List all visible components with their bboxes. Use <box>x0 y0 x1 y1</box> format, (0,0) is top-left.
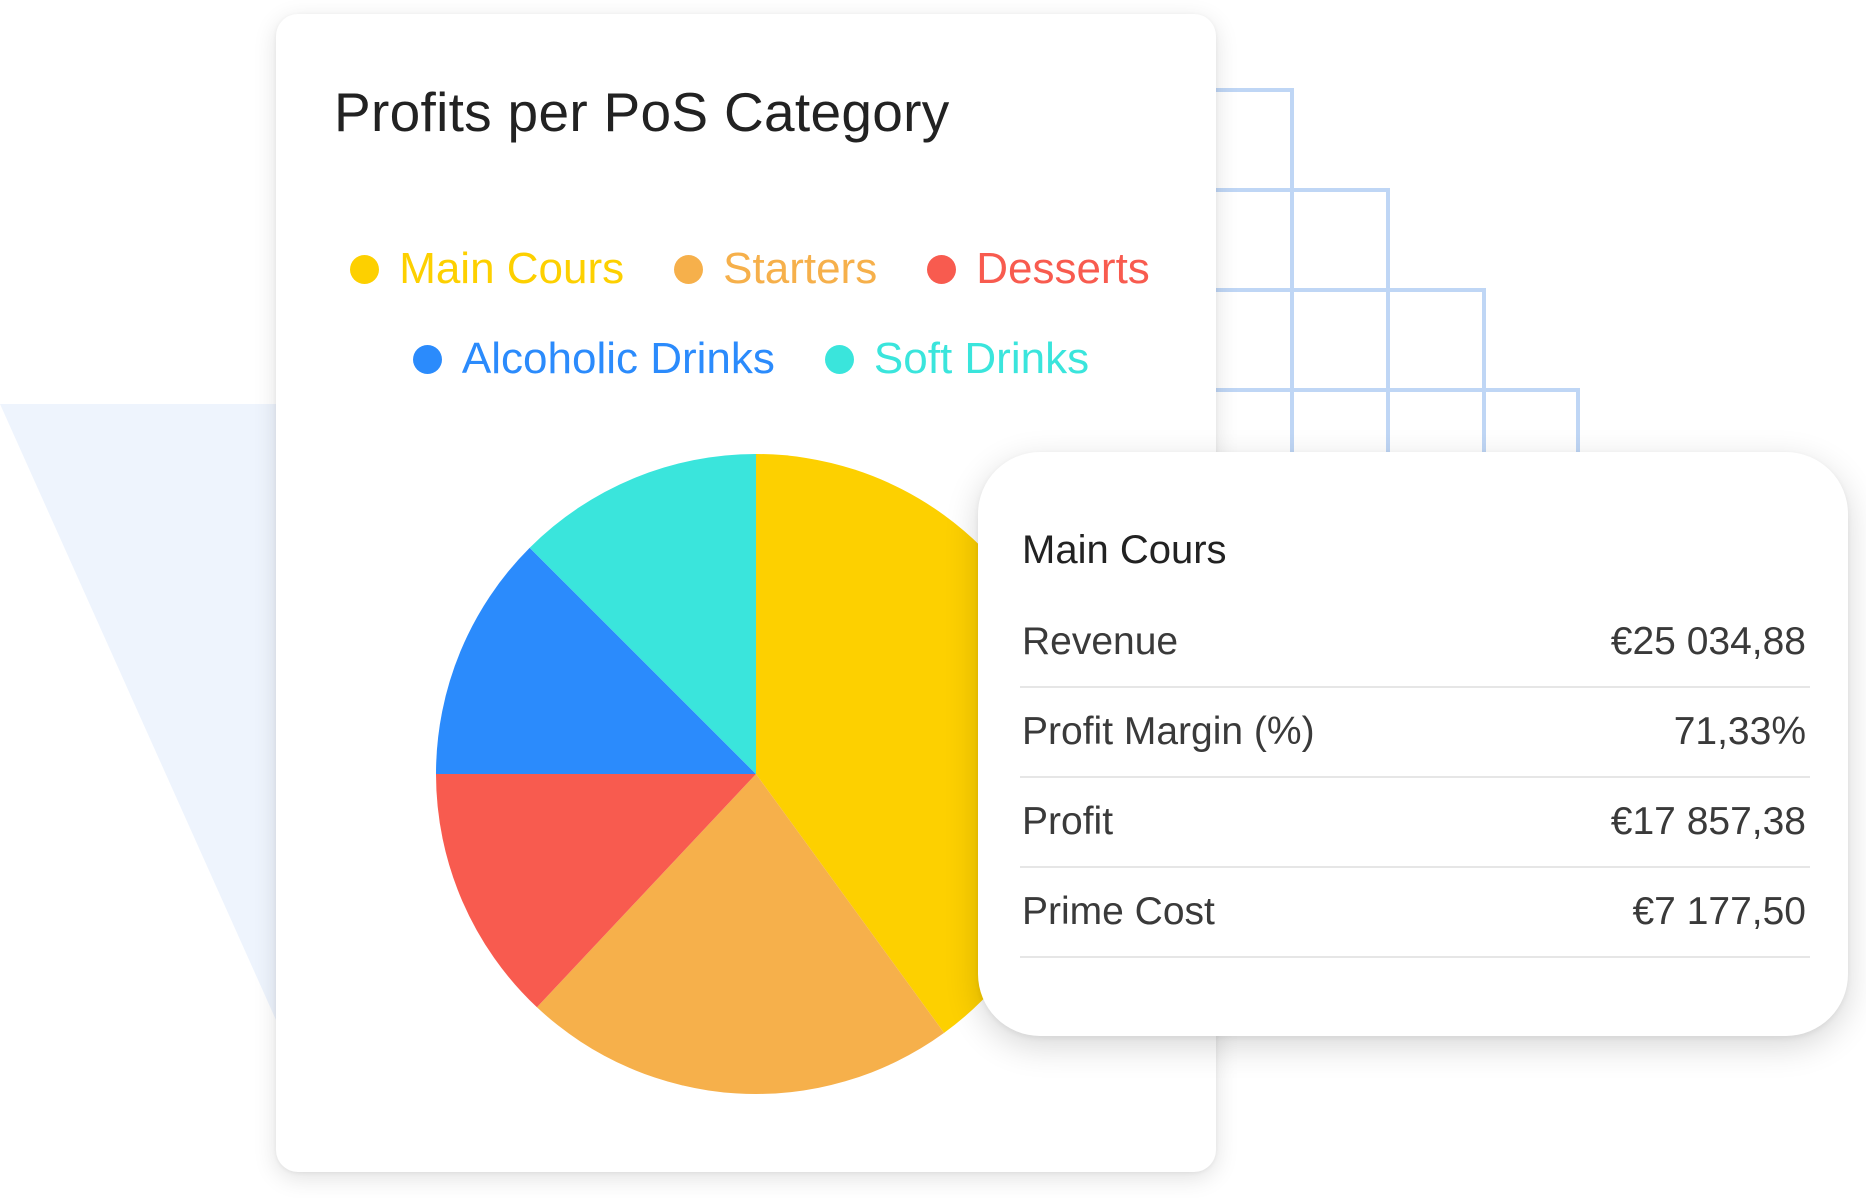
legend-label: Starters <box>723 244 878 293</box>
legend-row: Main Cours Starters Desserts <box>276 224 1216 314</box>
tooltip-value: €7 177,50 <box>1632 890 1806 933</box>
legend-label: Soft Drinks <box>873 334 1090 383</box>
legend-swatch <box>927 254 957 284</box>
tooltip-label: Profit <box>1022 800 1114 843</box>
tooltip-title: Main Cours <box>1022 528 1227 572</box>
tooltip-card: Main Cours Revenue €25 034,88 Profit Mar… <box>978 452 1848 1036</box>
legend-swatch <box>412 344 442 374</box>
tooltip-value: €25 034,88 <box>1610 620 1806 663</box>
legend-item: Main Cours <box>350 244 624 294</box>
tooltip-row-revenue: Revenue €25 034,88 <box>1020 598 1810 688</box>
legend-swatch <box>350 254 380 284</box>
legend-label: Alcoholic Drinks <box>461 334 775 383</box>
tooltip-label: Prime Cost <box>1022 890 1215 933</box>
legend-swatch <box>824 344 854 374</box>
legend-label: Main Cours <box>399 244 625 293</box>
pie-slice-desserts[interactable] <box>436 774 756 1008</box>
legend-item: Starters <box>674 244 877 294</box>
tooltip-label: Profit Margin (%) <box>1022 710 1315 753</box>
chart-title: Profits per PoS Category <box>334 81 950 143</box>
pie-slice-alcoholic-drinks[interactable] <box>436 547 756 774</box>
pie-slice-starters[interactable] <box>536 774 945 1095</box>
legend-label: Desserts <box>976 244 1150 293</box>
chart-legend: Main Cours Starters Desserts Alcoholic Dri… <box>276 224 1216 404</box>
legend-row: Alcoholic Drinks Soft Drinks <box>276 314 1216 404</box>
tooltip-row-prime-cost: Prime Cost €7 177,50 <box>1020 868 1810 958</box>
legend-swatch <box>674 254 704 284</box>
legend-item: Desserts <box>927 244 1150 294</box>
tooltip-rows: Revenue €25 034,88 Profit Margin (%) 71,… <box>1020 598 1810 958</box>
legend-item: Soft Drinks <box>824 334 1090 384</box>
tooltip-label: Revenue <box>1022 620 1179 663</box>
tooltip-row-profit: Profit €17 857,38 <box>1020 778 1810 868</box>
tooltip-value: €17 857,38 <box>1610 800 1806 843</box>
pie-slice-soft-drinks[interactable] <box>529 454 756 774</box>
legend-item: Alcoholic Drinks <box>412 334 775 384</box>
tooltip-value: 71,33% <box>1673 710 1806 753</box>
tooltip-row-profit-margin: Profit Margin (%) 71,33% <box>1020 688 1810 778</box>
